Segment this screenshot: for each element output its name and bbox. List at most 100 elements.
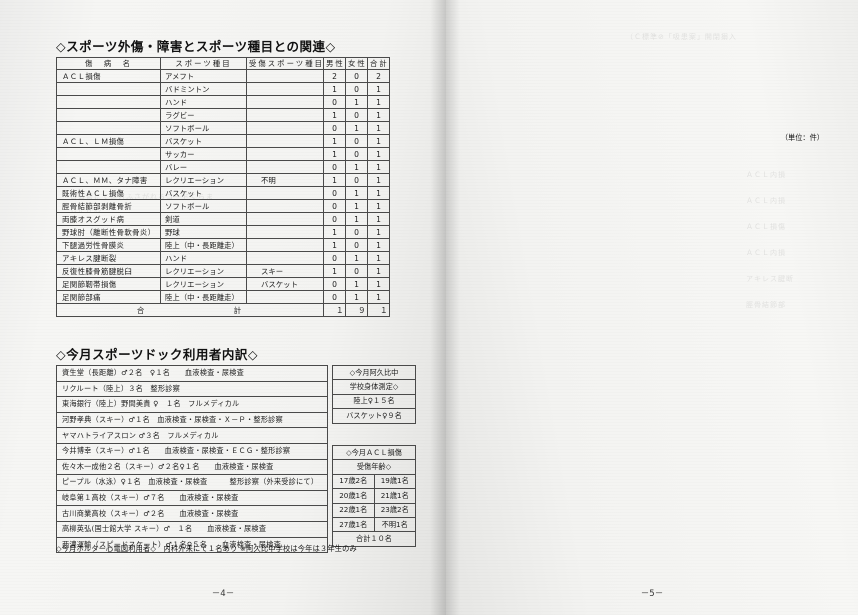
page-right: （Ｃ標準⊘「吸患案」開閉搦入 ＡＣＬ内損 ＡＣＬ内損 ＡＣＬ損傷 ＡＣＬ内損 ア… <box>446 0 858 615</box>
cell-cause <box>246 251 324 265</box>
bleedthrough-text: 脛骨結節部 <box>746 301 786 309</box>
acl-age-cell: 22歳1名 <box>332 502 375 518</box>
cell-male: 1 <box>323 82 346 96</box>
cell-cause <box>246 225 324 239</box>
cell-male: 1 <box>323 108 346 122</box>
school-box-title-2: 学校身体測定◇ <box>332 379 416 395</box>
school-measurement-box: ◇今月阿久比中 学校身体測定◇ 陸上♀１５名 バスケット♀９名 <box>332 364 416 424</box>
table-row: 足関節部痛 陸上（中・長距離走） 0 1 1 <box>56 290 390 304</box>
cell-name <box>56 121 161 135</box>
cell-name: ＡＣＬ、ＭＭ、タナ障害 <box>56 173 161 187</box>
cell-name: ＡＣＬ損傷 <box>56 69 161 83</box>
cell-total: 1 <box>367 121 390 135</box>
col-injury-name: 傷 病 名 <box>56 57 161 70</box>
bleedthrough-text: ＡＣＬ内損 <box>746 197 786 205</box>
school-box-title-1: ◇今月阿久比中 <box>332 364 416 381</box>
table-row: アキレス腱断裂 ハンド 0 1 1 <box>56 251 390 265</box>
list-item: 東海銀行（陸上）野間美貴 ♀ １名 フルメディカル <box>56 396 328 413</box>
cell-name <box>56 147 161 161</box>
table-row: サッカー 1 0 1 <box>56 147 390 161</box>
school-box-row: 陸上♀１５名 <box>332 393 416 410</box>
acl-age-cell: 27歳1名 <box>332 516 375 533</box>
list-item: ヤマハトライアスロン ♂３名 フルメディカル <box>56 427 328 444</box>
cell-sport: バレー <box>160 160 247 174</box>
cell-cause <box>246 95 324 109</box>
cell-total: 1 <box>367 225 390 239</box>
acl-age-total: 合計１０名 <box>332 531 416 547</box>
injury-sport-table: 傷 病 名 スポーツ種目 受傷スポーツ種目 男性 女性 合計 ＡＣＬ損傷 アメフト… <box>56 57 390 317</box>
cell-male: 0 <box>323 160 346 174</box>
cell-female: 0 <box>345 82 368 96</box>
cell-sport: 陸上（中・長距離走） <box>160 290 247 304</box>
cell-sport: 野球 <box>160 225 247 239</box>
col-injury-sport: 受傷スポーツ種目 <box>246 57 324 70</box>
col-total: 合計 <box>367 57 390 70</box>
acl-box-title-2: 受傷年齢◇ <box>332 459 416 475</box>
cell-sport: ラグビー <box>160 108 247 122</box>
cell-total: 1 <box>367 95 390 109</box>
list-item: 今井博幸（スキー）♂１名 血液検査・尿検査・ＥＣＧ・整形診察 <box>56 442 328 460</box>
cell-female: 0 <box>345 108 368 122</box>
cell-name: ＡＣＬ、ＬＭ損傷 <box>56 134 161 148</box>
table-row: ＡＣＬ損傷 アメフト 2 0 2 <box>56 69 390 83</box>
table-row: ＡＣＬ、ＬＭ損傷 バスケット 1 0 1 <box>56 134 390 148</box>
list-item: 古川商業高校（スキー）♂２名 血液検査・尿検査 <box>56 505 328 522</box>
cell-male: 1 <box>323 134 346 148</box>
dock-entry: 高柳英弘(国士館大学 スキー）♂ １名 血液検査・尿検査 <box>56 520 328 538</box>
cell-female: 1 <box>345 251 368 265</box>
list-item: 西濃運輸（スピードスケート）♂１名♀５名 血液検査・尿検査 <box>56 536 328 554</box>
cell-cause <box>246 160 324 174</box>
list-item: 河野孝典（スキー）♂１名 血液検査・尿検査・Ｘ－Ｐ・整形診察 <box>56 411 328 429</box>
cell-cause <box>246 82 324 96</box>
cell-female: 0 <box>345 69 368 83</box>
acl-age-cell: 23歳2名 <box>373 502 416 518</box>
cell-total: 1 <box>367 160 390 174</box>
table-row: ラグビー 1 0 1 <box>56 108 390 122</box>
cell-sport: ソフトボール <box>160 199 247 213</box>
cell-total: 2 <box>367 69 390 83</box>
cell-female: 1 <box>345 199 368 213</box>
cell-total: 1 <box>367 186 390 200</box>
col-female: 女性 <box>345 57 368 70</box>
cell-name <box>56 82 161 96</box>
cell-male: 0 <box>323 251 346 265</box>
bleedthrough-text: アキレス腱断 <box>746 275 794 283</box>
section-title-injury: ◇スポーツ外傷・障害とスポーツ種目との関連◇ <box>56 39 336 54</box>
school-box-row: バスケット♀９名 <box>332 408 416 424</box>
cell-female: 0 <box>345 225 368 239</box>
table-row: 脛骨結節部剥離骨折 ソフトボール 0 1 1 <box>56 199 390 213</box>
page-number-right: －5－ <box>640 589 664 599</box>
cell-cause <box>246 108 324 122</box>
cell-total: 1 <box>367 108 390 122</box>
cell-female: 1 <box>345 186 368 200</box>
acl-box-title-1: ◇今月ＡＣＬ損傷 <box>332 444 416 461</box>
total-male: １０ <box>323 303 346 317</box>
acl-injury-age-box: ◇今月ＡＣＬ損傷 受傷年齢◇ 17歳2名 19歳1名 20歳1名 21歳1名 2… <box>332 444 416 547</box>
acl-age-cell: 19歳1名 <box>373 473 416 490</box>
cell-sport: レクリエーション <box>160 264 247 278</box>
cell-sport: アメフト <box>160 69 247 83</box>
table-row: ハンド 0 1 1 <box>56 95 390 109</box>
dock-entry: リクルート（陸上）３名 整形診察 <box>56 380 328 398</box>
list-item: ピープル（水泳）♀１名 血液検査・尿検査 整形診察（外来受診にて） <box>56 474 328 491</box>
acl-age-cell: 21歳1名 <box>373 488 416 504</box>
cell-cause <box>246 212 324 226</box>
total-sum: １９ <box>367 303 390 317</box>
cell-sport: レクリエーション <box>160 173 247 187</box>
cell-total: 1 <box>367 173 390 187</box>
cell-name <box>56 108 161 122</box>
cell-female: 1 <box>345 290 368 304</box>
dock-entry: 佐々木一成他２名（スキー）♂２名♀１名 血液検査・尿検査 <box>56 458 328 476</box>
cell-male: 1 <box>323 238 346 252</box>
total-label: 合 計 <box>56 303 324 317</box>
cell-female: 0 <box>345 173 368 187</box>
page-number-left: －4－ <box>211 589 235 599</box>
cell-female: 1 <box>345 160 368 174</box>
cell-cause <box>246 290 324 304</box>
cell-name: 野球肘（離断性骨軟骨炎） <box>56 225 161 239</box>
table-header-row: 傷 病 名 スポーツ種目 受傷スポーツ種目 男性 女性 合計 <box>56 57 390 70</box>
cell-cause <box>246 147 324 161</box>
cell-total: 1 <box>367 212 390 226</box>
cell-female: 0 <box>345 238 368 252</box>
cell-male: 0 <box>323 95 346 109</box>
